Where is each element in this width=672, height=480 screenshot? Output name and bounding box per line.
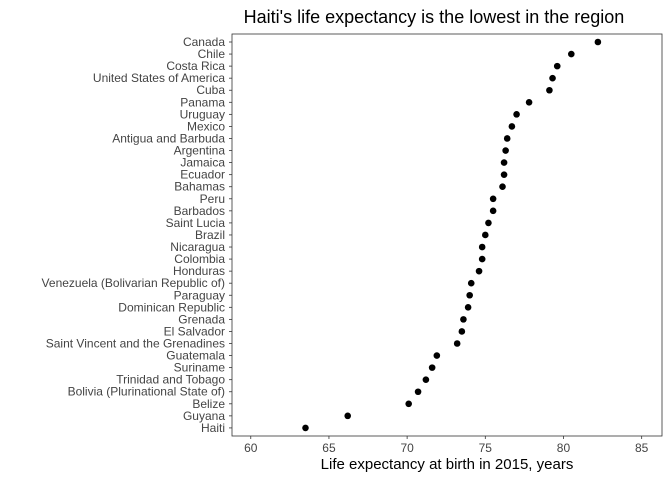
data-point <box>428 364 436 371</box>
y-tick-label: Uruguay <box>180 107 225 121</box>
x-tick-label: 75 <box>479 441 493 455</box>
y-tick-label: Mexico <box>187 119 225 133</box>
y-tick-label: Ecuador <box>180 168 225 182</box>
data-point <box>478 255 486 263</box>
y-tick-label: Trinidad and Tobago <box>116 373 225 387</box>
y-tick-label: Paraguay <box>174 288 225 302</box>
y-tick-label: Belize <box>192 397 225 411</box>
data-point <box>414 388 422 396</box>
y-tick-label: Saint Lucia <box>166 216 226 230</box>
data-point <box>500 159 508 166</box>
data-point <box>549 74 556 82</box>
y-tick-label: Argentina <box>174 144 226 158</box>
y-tick-label: United States of America <box>93 71 225 85</box>
data-points <box>302 38 602 432</box>
y-tick-label: Cuba <box>196 83 225 97</box>
data-point <box>553 62 561 70</box>
data-point <box>405 400 412 408</box>
y-tick-label: Colombia <box>174 252 225 266</box>
y-tick-label: Grenada <box>178 312 225 326</box>
data-point <box>594 38 602 46</box>
y-tick-label: Guatemala <box>166 349 225 363</box>
data-point <box>568 50 575 58</box>
y-tick-label: El Salvador <box>164 324 225 338</box>
y-tick-label: Bolivia (Plurinational State of) <box>68 385 225 399</box>
data-point <box>508 123 516 130</box>
data-point <box>458 328 466 335</box>
data-point <box>344 412 352 420</box>
y-tick-label: Venezuela (Bolivarian Republic of) <box>42 276 225 290</box>
data-point <box>500 171 508 178</box>
data-point <box>503 135 511 142</box>
y-tick-label: Suriname <box>174 361 226 375</box>
data-point <box>489 207 497 215</box>
y-tick-label: Barbados <box>174 204 225 218</box>
data-point <box>482 231 489 239</box>
y-tick-label: Chile <box>198 47 226 61</box>
y-tick-label: Haiti <box>201 421 225 435</box>
data-point <box>464 304 472 311</box>
plot-panel <box>231 33 663 437</box>
data-point <box>489 195 497 203</box>
x-axis: 60 65 70 75 80 85 <box>244 436 649 455</box>
y-tick-label: Honduras <box>173 264 225 278</box>
x-axis-label: Life expectancy at birth in 2015, years <box>321 456 574 473</box>
x-tick-label: 70 <box>400 441 414 455</box>
y-tick-label: Costa Rica <box>166 59 225 73</box>
x-tick-label: 85 <box>635 441 649 455</box>
data-point <box>453 340 461 347</box>
data-point <box>433 352 441 359</box>
data-point <box>460 316 467 323</box>
x-tick-label: 65 <box>322 441 336 455</box>
data-point <box>475 267 483 275</box>
data-point <box>499 183 506 191</box>
data-point <box>525 99 533 106</box>
y-tick-label: Jamaica <box>180 156 225 170</box>
data-point <box>467 279 475 287</box>
y-tick-label: Dominican Republic <box>118 300 225 314</box>
x-tick-label: 80 <box>557 441 571 455</box>
y-tick-label: Bahamas <box>174 180 225 194</box>
y-tick-label: Saint Vincent and the Grenadines <box>46 337 225 351</box>
y-tick-label: Canada <box>183 35 225 49</box>
data-point <box>502 147 509 154</box>
y-tick-label: Panama <box>180 95 225 109</box>
data-point <box>485 219 492 227</box>
data-point <box>302 424 309 432</box>
data-point <box>513 111 520 118</box>
data-point <box>422 376 430 383</box>
y-tick-label: Peru <box>200 192 225 206</box>
y-tick-label: Nicaragua <box>170 240 225 254</box>
chart-title: Haiti's life expectancy is the lowest in… <box>244 7 625 27</box>
y-tick-label: Antigua and Barbuda <box>112 131 225 145</box>
data-point <box>478 243 486 251</box>
y-tick-label: Guyana <box>183 409 225 423</box>
data-point <box>466 291 473 299</box>
data-point <box>546 86 553 94</box>
x-tick-label: 60 <box>244 441 258 455</box>
y-tick-label: Brazil <box>195 228 225 242</box>
